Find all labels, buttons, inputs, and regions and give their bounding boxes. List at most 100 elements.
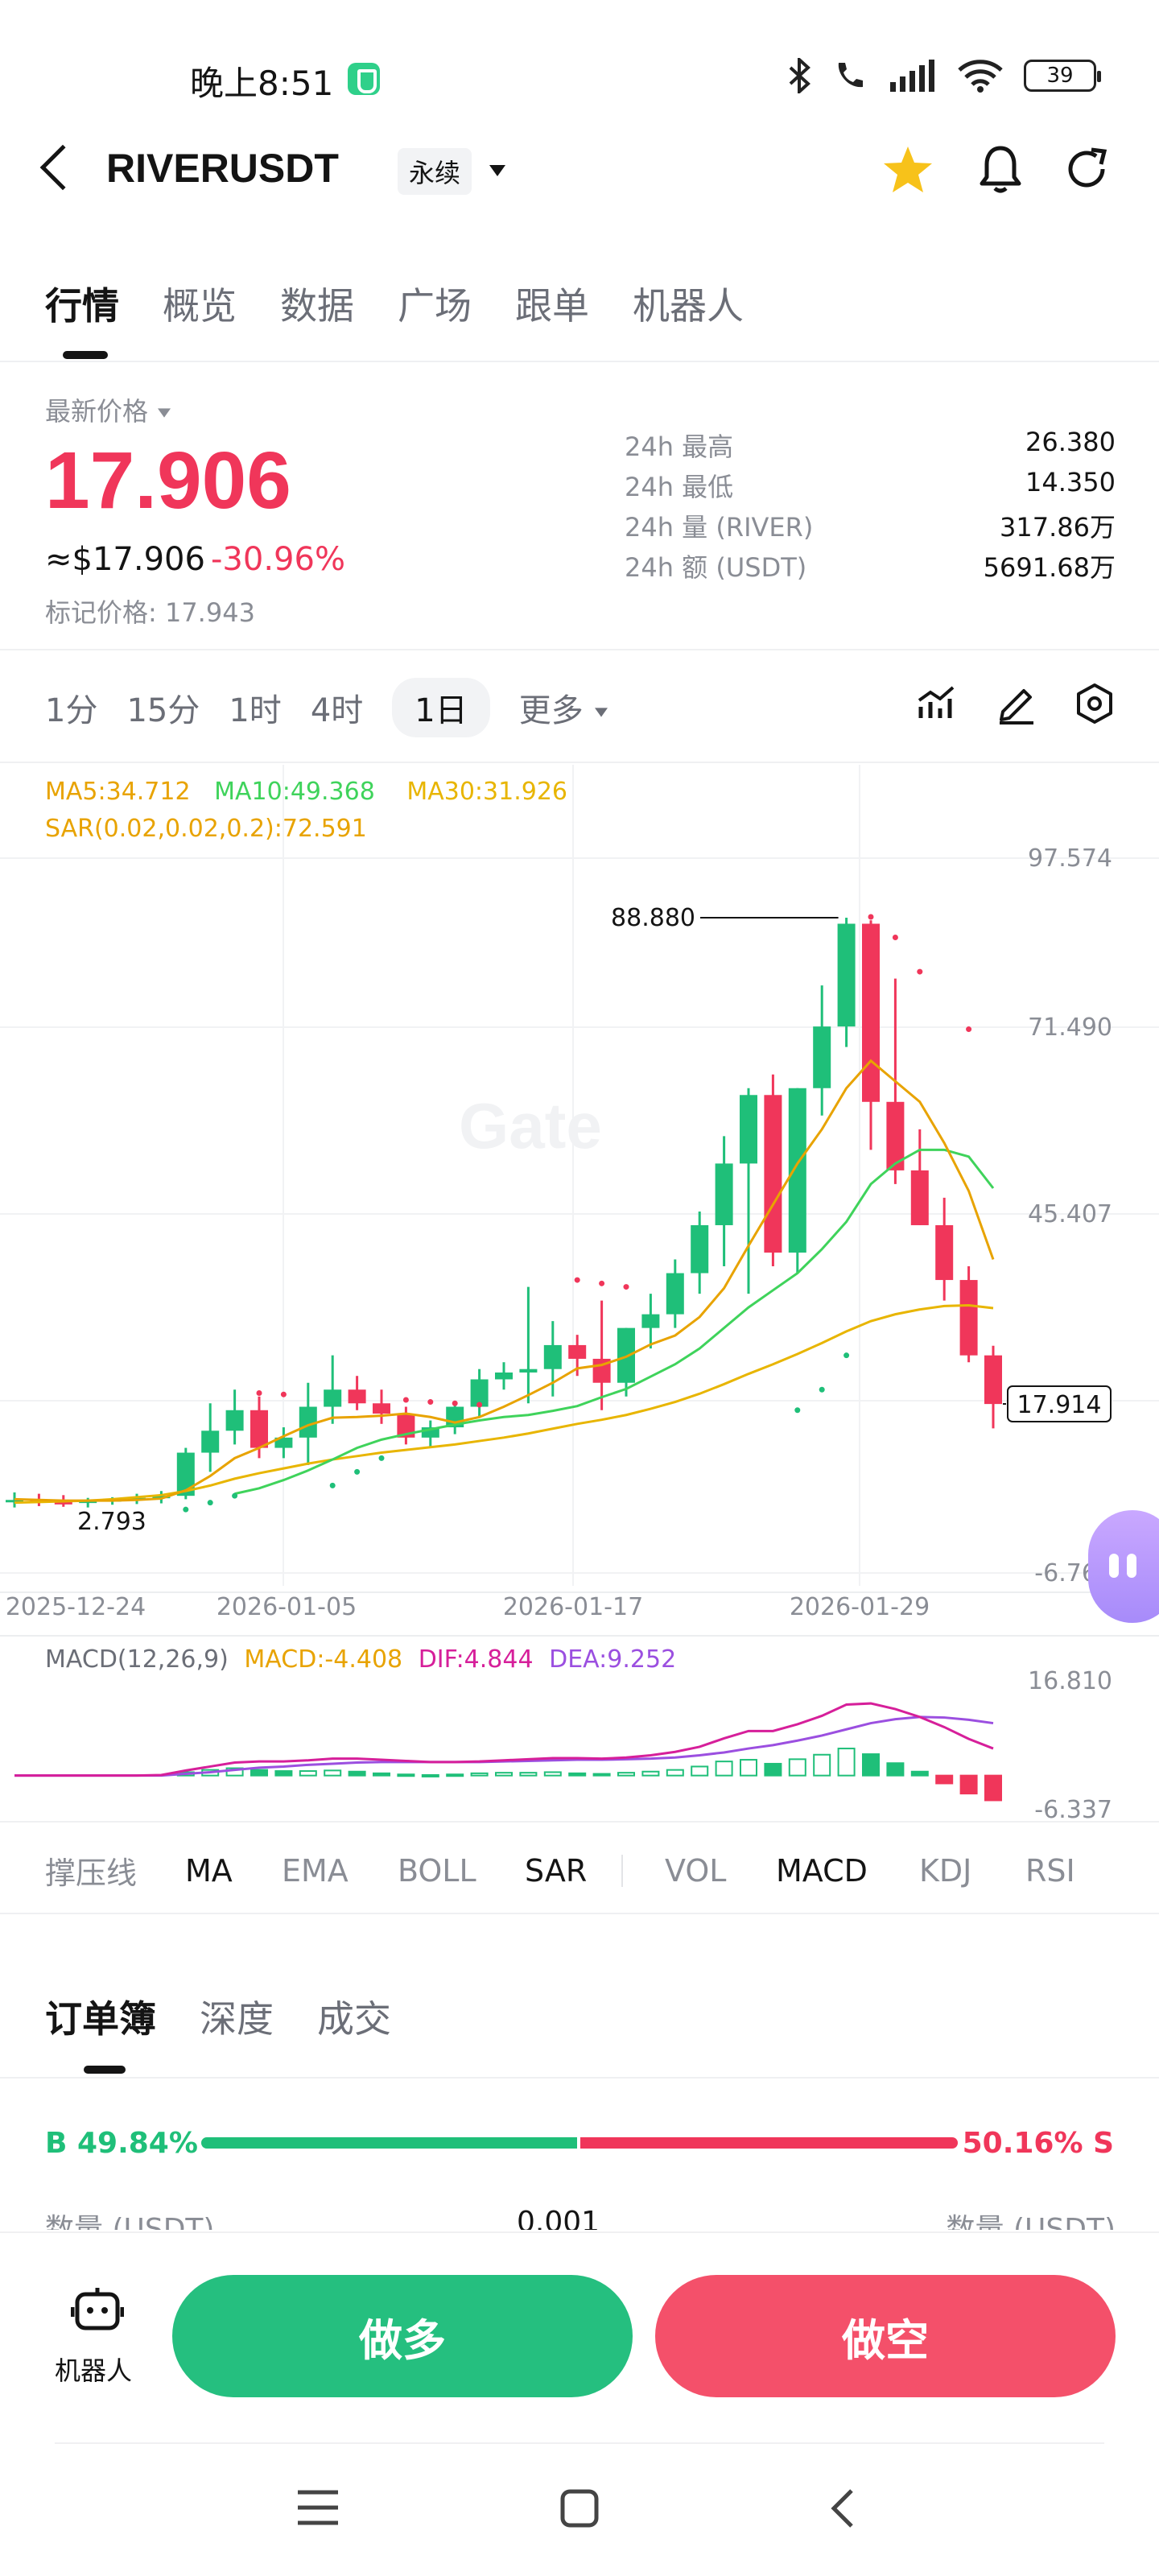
col-left-amount[interactable]: 数量 (USDT)	[45, 2213, 215, 2230]
ind-boll[interactable]: BOLL	[398, 1852, 476, 1889]
ma10-line	[234, 1148, 995, 1496]
buy-sell-ratio-bar	[201, 2137, 958, 2149]
timeframe-more[interactable]: 更多	[519, 684, 610, 731]
macd-bar	[935, 1774, 954, 1785]
short-button[interactable]: 做空	[655, 2275, 1116, 2397]
ma10-label: MA10:49.368	[214, 778, 375, 806]
candle-body	[837, 923, 856, 1027]
candle-body	[543, 1344, 562, 1369]
ind-rsi[interactable]: RSI	[1025, 1852, 1075, 1889]
timeframe-bar: 1分 15分 1时 4时 1日 更多	[45, 678, 609, 737]
price-chart[interactable]: Gate97.57471.49045.40719.323-6.7602025-1…	[0, 765, 1159, 1827]
home-nav-icon[interactable]	[560, 2489, 599, 2528]
ind-ma[interactable]: MA	[185, 1852, 233, 1889]
candle-body	[691, 1224, 709, 1274]
contract-dropdown-icon[interactable]	[489, 164, 505, 180]
dea-value: DEA:9.252	[549, 1645, 677, 1674]
tab-bot[interactable]: 机器人	[633, 284, 744, 328]
timeframe-1m[interactable]: 1分	[45, 692, 98, 729]
macd-y-tick: 16.810	[1028, 1667, 1112, 1695]
precision-selector[interactable]: 0.001	[517, 2206, 600, 2230]
draw-icon[interactable]	[995, 683, 1037, 724]
candle-body	[910, 1170, 929, 1225]
pair-title[interactable]: RIVERUSDT	[106, 146, 339, 191]
bell-icon[interactable]	[977, 143, 1024, 195]
timeframe-1h[interactable]: 1时	[229, 692, 282, 729]
macd-bar	[274, 1770, 293, 1777]
mark-price: 标记价格: 17.943	[45, 597, 255, 628]
candle-body	[862, 923, 880, 1102]
timeframe-1d[interactable]: 1日	[392, 678, 490, 737]
refresh-icon[interactable]	[1062, 145, 1111, 193]
sar-dot	[207, 1500, 213, 1506]
contract-type-badge[interactable]: 永续	[398, 148, 472, 195]
orderbook-columns: 数量 (USDT) 0.001 数量 (USDT)	[45, 2206, 1116, 2230]
stat-value: 5691.68万	[983, 552, 1116, 583]
favorite-star-icon[interactable]	[882, 145, 934, 195]
ind-macd[interactable]: MACD	[776, 1852, 868, 1889]
sar-dot	[623, 1284, 629, 1290]
x-tick-label: 2026-01-05	[217, 1593, 357, 1621]
ind-vol[interactable]: VOL	[665, 1852, 727, 1889]
long-button[interactable]: 做多	[172, 2275, 633, 2397]
x-tick-label: 2026-01-17	[503, 1593, 643, 1621]
y-tick-label: 71.490	[1028, 1013, 1112, 1042]
macd-bar	[299, 1770, 317, 1777]
macd-bar	[715, 1761, 733, 1777]
macd-bar	[373, 1772, 390, 1777]
tab-indicator	[63, 351, 108, 359]
ind-ema[interactable]: EMA	[282, 1852, 349, 1889]
candle-body	[740, 1095, 757, 1164]
macd-bar	[910, 1770, 929, 1777]
ind-sar[interactable]: SAR	[525, 1852, 588, 1889]
stat-key: 24h 最低	[625, 472, 734, 502]
divider	[55, 2442, 1104, 2444]
more-dropdown-icon	[595, 708, 608, 717]
last-price: 17.906	[45, 436, 291, 526]
tab-market[interactable]: 行情	[45, 284, 119, 328]
wifi-icon	[958, 60, 1003, 93]
candle-body	[959, 1280, 978, 1356]
tab-depth[interactable]: 深度	[200, 1997, 274, 2041]
timeframe-15m[interactable]: 15分	[126, 692, 200, 729]
macd-bar	[519, 1772, 538, 1777]
candle-body	[666, 1273, 684, 1315]
tab-overview[interactable]: 概览	[163, 284, 237, 328]
settings-icon[interactable]	[1074, 683, 1116, 724]
back-icon[interactable]	[39, 144, 86, 191]
timeframe-more-label: 更多	[518, 692, 584, 729]
floating-assistant-icon[interactable]	[1088, 1510, 1159, 1623]
current-price-label: 17.914	[1017, 1391, 1102, 1419]
robot-icon[interactable]	[71, 2286, 124, 2336]
sar-dot	[476, 1402, 483, 1408]
ind-kdj[interactable]: KDJ	[919, 1852, 972, 1889]
robot-label[interactable]: 机器人	[55, 2355, 133, 2386]
x-tick-label: 2026-01-29	[790, 1593, 930, 1621]
bluetooth-icon	[789, 58, 810, 93]
ma5-label: MA5:34.712	[45, 778, 191, 806]
macd-legend: MACD(12,26,9) MACD:-4.408 DIF:4.844 DEA:…	[45, 1645, 676, 1674]
support-resistance-tab[interactable]: 撑压线	[45, 1856, 138, 1891]
buy-ratio-fill	[201, 2137, 577, 2149]
col-right-amount[interactable]: 数量 (USDT)	[946, 2213, 1116, 2230]
indicator-icon[interactable]	[916, 683, 958, 724]
tab-data[interactable]: 数据	[280, 284, 354, 328]
tab-trades[interactable]: 成交	[317, 1997, 391, 2041]
tab-square[interactable]: 广场	[398, 284, 472, 328]
divider	[0, 2077, 1159, 2079]
orderbook-tabs: 订单簿 深度 成交	[45, 1990, 391, 2043]
y-tick-label: 45.407	[1028, 1200, 1112, 1228]
tab-orderbook[interactable]: 订单簿	[45, 1997, 156, 2041]
sar-dot	[843, 1352, 850, 1359]
status-time: 晚上8:51	[190, 64, 334, 103]
back-nav-icon[interactable]	[829, 2487, 855, 2529]
stat-row-turnover: 24h 额 (USDT) 5691.68万	[625, 547, 1116, 588]
timeframe-4h[interactable]: 4时	[310, 692, 364, 729]
macd-bar	[397, 1773, 415, 1777]
tab-copy-trade[interactable]: 跟单	[515, 284, 589, 328]
price-label[interactable]: 最新价格	[45, 391, 172, 428]
menu-nav-icon[interactable]	[296, 2489, 340, 2526]
candle-body	[788, 1088, 806, 1253]
macd-bar	[568, 1772, 587, 1777]
min-price-label: 2.793	[77, 1508, 146, 1536]
